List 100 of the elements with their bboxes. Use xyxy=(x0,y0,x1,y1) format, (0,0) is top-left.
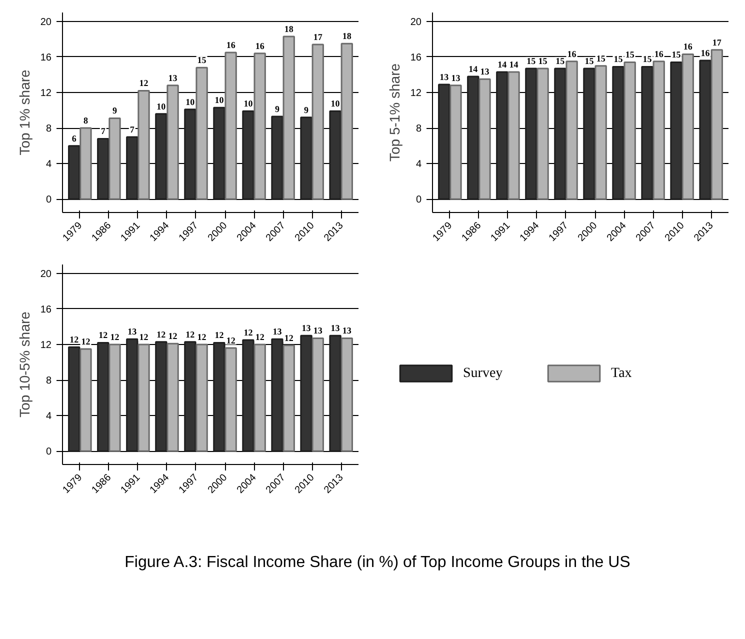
y-axis-title: Top 10-5% share xyxy=(16,311,32,418)
bar xyxy=(68,145,80,200)
bar xyxy=(184,108,196,200)
data-label: 13 xyxy=(302,323,312,334)
bar xyxy=(166,84,179,200)
text: Figure A.3: Fiscal Income Share (in %) of Top Income Groups in the US xyxy=(124,553,630,573)
data-label: 12 xyxy=(197,332,207,342)
bar xyxy=(652,60,665,200)
bar xyxy=(467,76,480,200)
data-label: 17 xyxy=(313,32,323,42)
y-tick-label: 4 xyxy=(46,159,52,170)
data-label: 8 xyxy=(83,116,88,126)
bar xyxy=(242,339,254,452)
data-label: 15 xyxy=(197,55,207,66)
bar xyxy=(80,127,92,200)
data-label: 10 xyxy=(156,101,166,112)
data-label: 15 xyxy=(672,50,682,60)
y-tick-label: 4 xyxy=(416,159,422,170)
data-label: 9 xyxy=(304,104,310,115)
data-label: 13 xyxy=(451,72,461,83)
data-label: 14 xyxy=(468,64,478,74)
data-label: 12 xyxy=(255,332,265,342)
data-label: 15 xyxy=(625,50,635,60)
bar xyxy=(554,68,566,200)
data-label: 12 xyxy=(139,332,149,342)
y-tick-label: 16 xyxy=(40,52,52,64)
bar xyxy=(300,334,312,452)
data-label: 9 xyxy=(274,104,280,114)
bar xyxy=(566,60,578,200)
data-label: 14 xyxy=(498,60,508,70)
bar xyxy=(496,71,508,200)
data-label: 13 xyxy=(330,323,340,334)
data-label: 18 xyxy=(342,31,352,42)
data-label: 16 xyxy=(567,48,577,59)
data-label: 7 xyxy=(100,126,106,136)
bar xyxy=(271,116,284,200)
bar xyxy=(196,66,208,200)
bar xyxy=(312,44,324,200)
y-tick-label: 0 xyxy=(46,194,52,206)
bar xyxy=(508,71,520,200)
y-tick-label: 16 xyxy=(410,52,422,64)
y-tick-label: 12 xyxy=(40,340,52,351)
data-label: 13 xyxy=(128,326,138,337)
bar xyxy=(282,36,295,200)
data-label: 12 xyxy=(98,330,108,340)
bar xyxy=(525,68,538,200)
bar xyxy=(329,334,342,452)
bar xyxy=(254,344,266,452)
bar xyxy=(242,110,254,200)
bar xyxy=(166,342,179,452)
data-label: 15 xyxy=(526,56,536,66)
data-label: 16 xyxy=(700,48,710,58)
legend-label: Survey xyxy=(463,366,503,381)
data-label: 15 xyxy=(556,56,566,66)
data-label: 12 xyxy=(244,328,254,338)
bar xyxy=(126,338,138,452)
data-label: 16 xyxy=(255,40,265,51)
y-axis-title: Top 5-1% share xyxy=(386,63,402,162)
legend-label: Tax xyxy=(611,366,632,381)
bar xyxy=(155,341,168,452)
data-label: 12 xyxy=(156,329,166,340)
bar xyxy=(329,110,342,200)
data-label: 15 xyxy=(642,54,652,64)
bar xyxy=(97,138,110,200)
bar xyxy=(155,113,168,200)
bar xyxy=(340,42,353,200)
bar xyxy=(138,90,150,200)
y-tick-label: 16 xyxy=(40,304,52,316)
bar xyxy=(450,84,462,200)
bar xyxy=(282,344,295,452)
bar xyxy=(254,52,266,200)
data-label: 12 xyxy=(110,332,120,342)
data-label: 7 xyxy=(130,124,135,134)
data-label: 16 xyxy=(683,42,693,52)
y-tick-label: 8 xyxy=(46,124,52,135)
bar xyxy=(641,66,654,200)
data-label: 14 xyxy=(509,60,519,70)
data-label: 12 xyxy=(226,336,236,346)
data-label: 13 xyxy=(272,326,282,337)
bar xyxy=(68,346,80,452)
data-label: 13 xyxy=(480,66,490,77)
bar xyxy=(271,338,284,452)
data-label: 15 xyxy=(614,54,624,64)
y-tick-label: 0 xyxy=(46,446,52,458)
data-label: 17 xyxy=(712,37,722,48)
data-label: 12 xyxy=(186,329,196,340)
bar xyxy=(213,342,226,452)
bar xyxy=(583,68,596,200)
bar xyxy=(438,84,450,200)
y-tick-label: 4 xyxy=(46,411,52,422)
y-axis-title: Top 1% share xyxy=(16,69,32,156)
bar xyxy=(340,338,353,452)
bar xyxy=(224,52,237,200)
bar xyxy=(624,62,636,200)
data-label: 15 xyxy=(584,56,594,66)
data-label: 12 xyxy=(139,78,149,88)
bar xyxy=(196,344,208,452)
data-label: 10 xyxy=(244,98,254,109)
y-tick-label: 0 xyxy=(416,194,422,206)
bar xyxy=(670,62,682,200)
